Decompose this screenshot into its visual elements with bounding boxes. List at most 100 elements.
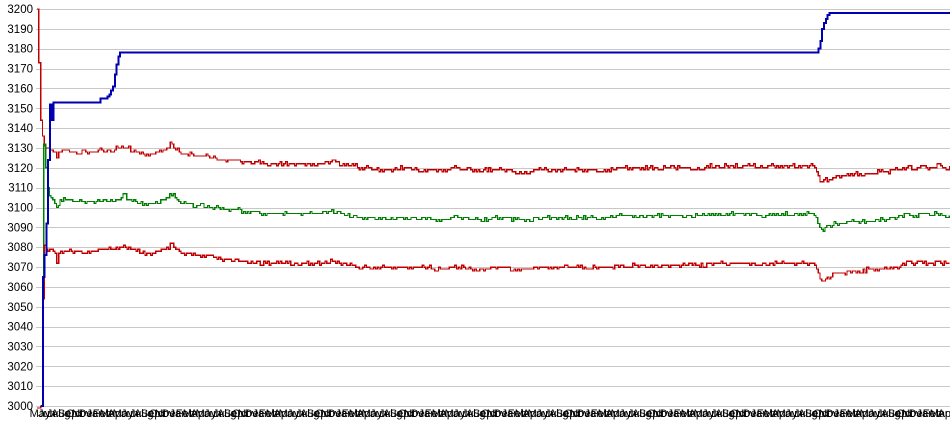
x-tick-label: Mar [183, 408, 202, 420]
x-tick-label: Mar [432, 408, 451, 420]
x-tick-label: Sep [224, 408, 244, 420]
x-tick-label: Aug [383, 408, 403, 420]
x-tick-label: Nov [653, 408, 673, 420]
x-tick-label: Oct [398, 408, 415, 420]
x-tick-label: Apr [523, 408, 540, 420]
x-tick-label: Jun [536, 408, 554, 420]
x-tick-label: Jan [584, 408, 602, 420]
x-tick-label: Oct [149, 408, 166, 420]
x-tick-label: Dec [826, 408, 846, 420]
x-tick-label: Sep [639, 408, 659, 420]
lower-red-line [37, 242, 950, 409]
x-tick-label: Nov [902, 408, 922, 420]
x-tick-label: Jul [130, 408, 144, 420]
x-tick-label: Aug [51, 408, 71, 420]
x-tick-label: Aug [881, 408, 901, 420]
x-tick-label: Dec [577, 408, 597, 420]
x-tick-label: Dec [909, 408, 929, 420]
x-tick-label: Apr [689, 408, 706, 420]
y-tick-label: 3110 [8, 183, 33, 195]
x-tick-label: Oct [66, 408, 83, 420]
x-tick-label: Apr [440, 408, 457, 420]
x-tick-label: Sep [722, 408, 742, 420]
x-tick-label: Mar [681, 408, 700, 420]
y-tick-label: 3190 [7, 24, 33, 36]
x-tick-label: Apr [855, 408, 872, 420]
x-tick-label: Jun [785, 408, 803, 420]
x-tick-label: Jun [287, 408, 305, 420]
y-tick-label: 3030 [7, 341, 33, 353]
upper-red-line [37, 8, 950, 183]
x-tick-label: Jan [667, 408, 685, 420]
y-tick-label: 3050 [7, 302, 33, 314]
x-tick-label: May [30, 408, 51, 420]
y-tick-label: 3020 [7, 361, 33, 373]
x-tick-label: Feb [840, 408, 859, 420]
x-tick-label: Jun [38, 408, 56, 420]
y-tick-label: 3070 [7, 262, 33, 274]
x-tick-label: May [860, 408, 881, 420]
x-tick-label: Oct [896, 408, 913, 420]
x-tick-label: Jun [370, 408, 388, 420]
x-tick-label: Jan [418, 408, 436, 420]
x-tick-label: Jun [453, 408, 471, 420]
x-tick-label: Oct [315, 408, 332, 420]
x-tick-label: Jul [545, 408, 559, 420]
x-tick-label: Dec [245, 408, 265, 420]
x-tick-label: Sep [473, 408, 493, 420]
x-tick-label: May [445, 408, 466, 420]
y-tick-label: 3200 [7, 4, 33, 16]
x-tick-label: Jun [204, 408, 222, 420]
x-tick-label: Aug [466, 408, 486, 420]
x-tick-label: Feb [259, 408, 278, 420]
x-tick-label: Feb [176, 408, 195, 420]
x-tick-label: Jan [252, 408, 270, 420]
y-tick-label: 3180 [7, 44, 33, 56]
x-tick-label: Jul [47, 408, 61, 420]
y-tick-label: 3060 [7, 282, 33, 294]
y-tick-label: 3160 [7, 83, 33, 95]
x-tick-label: Jul [877, 408, 891, 420]
x-tick-label: Jun [868, 408, 886, 420]
x-tick-label: Jun [121, 408, 139, 420]
x-tick-label: Apr [938, 408, 950, 420]
x-tick-label: Aug [217, 408, 237, 420]
x-tick-label: Apr [274, 408, 291, 420]
x-tick-label: Apr [772, 408, 789, 420]
x-tick-label: May [528, 408, 549, 420]
x-tick-label: Dec [660, 408, 680, 420]
x-tick-label: Mar [515, 408, 534, 420]
x-tick-label: Feb [923, 408, 942, 420]
x-tick-label: May [694, 408, 715, 420]
gridlines [36, 9, 950, 407]
x-tick-label: Dec [328, 408, 348, 420]
x-tick-label: Apr [108, 408, 125, 420]
x-tick-label: Aug [632, 408, 652, 420]
x-tick-label: Oct [564, 408, 581, 420]
x-tick-label: Nov [238, 408, 258, 420]
data-series [37, 8, 950, 409]
x-tick-label: Aug [549, 408, 569, 420]
x-tick-label: Jul [794, 408, 808, 420]
x-tick-label: Oct [232, 408, 249, 420]
x-tick-label: Sep [556, 408, 576, 420]
x-tick-label: Jul [711, 408, 725, 420]
x-tick-label: Nov [736, 408, 756, 420]
x-tick-label: Dec [743, 408, 763, 420]
x-tick-label: Sep [888, 408, 908, 420]
x-tick-label: Feb [342, 408, 361, 420]
x-tick-label: Sep [58, 408, 78, 420]
x-tick-label: Jan [917, 408, 935, 420]
x-tick-label: Mar [847, 408, 866, 420]
x-tick-label: May [611, 408, 632, 420]
x-tick-label: Oct [647, 408, 664, 420]
x-tick-label: Dec [79, 408, 99, 420]
x-tick-label: May [362, 408, 383, 420]
x-tick-label: Feb [591, 408, 610, 420]
x-tick-label: Sep [141, 408, 161, 420]
x-tick-label: Jul [379, 408, 393, 420]
x-tick-label: May [279, 408, 300, 420]
y-tick-label: 3000 [7, 401, 33, 413]
